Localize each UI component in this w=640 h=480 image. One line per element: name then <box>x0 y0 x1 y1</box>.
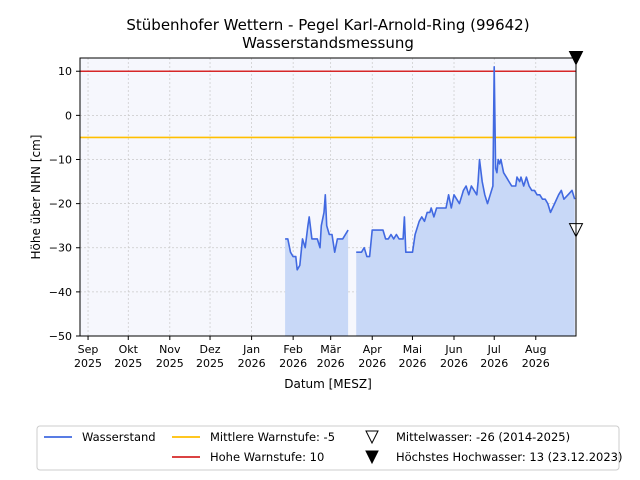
legend-swatch <box>365 450 379 465</box>
legend: Wasserstand Mittlere Warnstufe: -5 Hohe Wa… <box>36 425 623 471</box>
y-tick-label: −20 <box>49 198 72 211</box>
area-fill <box>285 66 575 337</box>
x-tick-label: Sep <box>78 343 99 356</box>
plot-frame <box>79 57 577 337</box>
y-tick-label: 10 <box>58 65 72 78</box>
legend-label: Mittelwasser: -26 (2014-2025) <box>396 430 570 444</box>
x-tick-label: Jan <box>242 343 260 356</box>
x-axis-label: Datum [MESZ] <box>284 377 372 391</box>
x-tick-label: 2025 <box>196 357 224 370</box>
legend-label: Hohe Warnstufe: 10 <box>210 450 324 464</box>
x-tick-label: Okt <box>119 343 139 356</box>
y-axis-label: Höhe über NHN [cm] <box>29 135 43 260</box>
x-tick-label: 2026 <box>279 357 307 370</box>
legend-swatch <box>365 430 379 445</box>
x-tick-label: Mär <box>320 343 341 356</box>
y-tick-label: −40 <box>49 286 72 299</box>
chart-title-line: Stübenhofer Wettern - Pegel Karl-Arnold-… <box>126 16 529 34</box>
x-tick-label: 2026 <box>480 357 508 370</box>
x-tick-label: 2026 <box>440 357 468 370</box>
chart-title-line: Wasserstandsmessung <box>242 34 414 52</box>
series-line-wasserstand <box>285 194 349 271</box>
y-tick-label: −30 <box>49 242 72 255</box>
x-tick-label: Nov <box>159 343 181 356</box>
area-fill-segment <box>356 66 575 337</box>
x-tick-label: Dez <box>200 343 221 356</box>
chart-title: Stübenhofer Wettern - Pegel Karl-Arnold-… <box>126 16 529 52</box>
x-tick-label: Mai <box>403 343 422 356</box>
y-axis-ticks: 10 0 −10 −20 −30 −40 −50 <box>49 65 80 343</box>
x-tick-label: Apr <box>363 343 383 356</box>
x-tick-label: 2026 <box>398 357 426 370</box>
x-tick-label: 2026 <box>317 357 345 370</box>
x-tick-label: 2026 <box>522 357 550 370</box>
x-tick-label: Jul <box>487 343 501 356</box>
y-tick-label: −50 <box>49 330 72 343</box>
legend-label: Wasserstand <box>82 430 156 444</box>
x-tick-label: Feb <box>283 343 302 356</box>
legend-label: Höchstes Hochwasser: 13 (23.12.2023) <box>396 450 623 464</box>
series-lines <box>285 66 576 271</box>
area-fill-segment <box>285 194 349 336</box>
x-tick-label: 2025 <box>114 357 142 370</box>
x-tick-label: Aug <box>525 343 546 356</box>
legend-label: Mittlere Warnstufe: -5 <box>210 430 335 444</box>
x-tick-label: 2025 <box>156 357 184 370</box>
x-tick-label: 2026 <box>358 357 386 370</box>
y-tick-label: 0 <box>65 109 72 122</box>
x-tick-label: Jun <box>444 343 462 356</box>
y-tick-label: −10 <box>49 153 72 166</box>
x-tick-label: 2025 <box>74 357 102 370</box>
x-axis-ticks: Sep2025Okt2025Nov2025Dez2025Jan2026Feb20… <box>74 336 550 370</box>
x-tick-label: 2026 <box>238 357 266 370</box>
series-line-wasserstand <box>356 66 576 258</box>
